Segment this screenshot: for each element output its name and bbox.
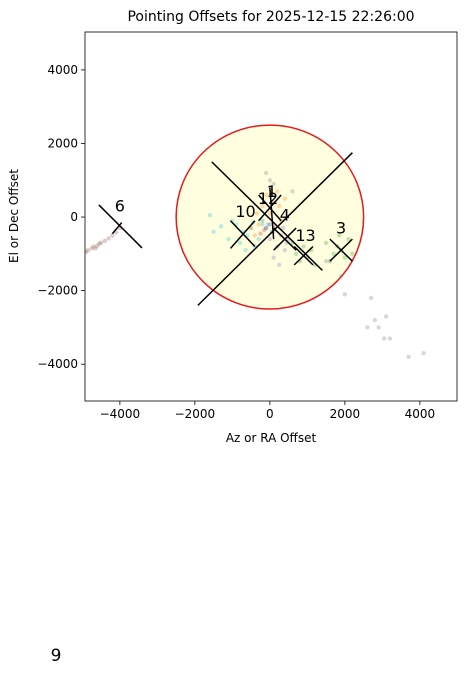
cluster-label: 3 bbox=[336, 219, 346, 238]
scatter-point bbox=[376, 325, 381, 330]
scatter-point bbox=[110, 233, 115, 238]
scatter-point bbox=[97, 241, 102, 246]
scatter-point bbox=[277, 203, 282, 209]
scatter-point bbox=[382, 336, 387, 341]
scatter-point bbox=[323, 258, 329, 264]
scatter-point bbox=[323, 240, 329, 246]
scatter-point bbox=[265, 222, 271, 227]
cluster-label: 1 bbox=[267, 182, 277, 201]
scatter-point bbox=[260, 222, 265, 227]
scatter-point bbox=[342, 255, 348, 260]
scatter-point bbox=[365, 325, 370, 330]
scatter-point bbox=[337, 233, 342, 238]
scatter-point bbox=[106, 236, 111, 241]
cross-line bbox=[273, 227, 297, 251]
scatter-point bbox=[95, 243, 100, 248]
cluster-label: 6 bbox=[115, 197, 125, 216]
scatter-point bbox=[338, 273, 344, 279]
cross-line bbox=[229, 220, 256, 247]
scatter-point bbox=[93, 246, 98, 251]
scatter-point bbox=[207, 213, 213, 218]
scatter-point bbox=[260, 218, 265, 223]
scatter-point bbox=[211, 229, 216, 234]
scatter-point bbox=[342, 292, 348, 297]
axes-frame bbox=[84, 31, 458, 402]
scatter-point bbox=[91, 244, 96, 249]
x-axis-label: Az or RA Offset bbox=[226, 431, 317, 445]
scatter-point bbox=[263, 170, 269, 176]
scatter-point bbox=[290, 189, 295, 194]
scatter-point bbox=[331, 251, 336, 257]
scatter-point bbox=[102, 238, 108, 244]
y-tick-label: 0 bbox=[70, 210, 78, 224]
y-tick-label: 4000 bbox=[47, 63, 78, 77]
scatter-point bbox=[275, 189, 280, 194]
scatter-point bbox=[89, 246, 94, 251]
cluster-label: 10 bbox=[235, 202, 255, 221]
footer-text: 9 bbox=[51, 646, 62, 666]
x-tick-label: −4000 bbox=[100, 407, 141, 421]
cluster-label: 13 bbox=[295, 226, 315, 245]
scatter-point bbox=[254, 211, 259, 216]
scatter-point bbox=[267, 236, 273, 242]
scatter-point bbox=[372, 317, 378, 323]
scatter-point bbox=[85, 247, 91, 253]
scatter-point bbox=[237, 240, 243, 246]
cross-line bbox=[293, 245, 314, 266]
x-tick-label: 2000 bbox=[330, 407, 361, 421]
scatter-point bbox=[263, 192, 269, 198]
scatter-point bbox=[293, 251, 299, 257]
scatter-point bbox=[383, 314, 389, 319]
chart-title: Pointing Offsets for 2025-12-15 22:26:00 bbox=[127, 9, 414, 25]
cross-line bbox=[329, 238, 353, 262]
scatter-point bbox=[271, 255, 276, 260]
y-tick-label: −2000 bbox=[37, 284, 78, 298]
scatter-point bbox=[406, 354, 411, 360]
cluster-label: 4 bbox=[280, 206, 290, 225]
scatter-point bbox=[301, 244, 306, 249]
scatter-point bbox=[350, 251, 355, 257]
scatter-point bbox=[267, 178, 273, 183]
cross-line bbox=[211, 161, 323, 271]
scatter-point bbox=[368, 295, 374, 301]
y-tick-label: −4000 bbox=[37, 357, 78, 371]
scatter-point bbox=[260, 203, 265, 209]
scatter-point bbox=[282, 196, 288, 201]
scatter-point bbox=[98, 240, 104, 246]
cross-line bbox=[98, 204, 143, 249]
scatter-point bbox=[271, 181, 276, 187]
scatter-point bbox=[421, 350, 426, 356]
cross-line bbox=[269, 187, 275, 240]
cross-line bbox=[111, 222, 123, 235]
scatter-point bbox=[263, 225, 269, 231]
y-axis-label: El or Dec Offset bbox=[7, 169, 21, 263]
scatter-point bbox=[387, 336, 393, 341]
scatter-point bbox=[243, 247, 248, 253]
cross-line bbox=[258, 194, 282, 222]
cluster-label: 12 bbox=[258, 189, 278, 208]
scatter-point bbox=[282, 247, 288, 253]
x-tick-label: −2000 bbox=[175, 407, 216, 421]
scatter-point bbox=[226, 236, 231, 242]
scatter-point bbox=[218, 224, 224, 229]
scatter-point bbox=[280, 225, 286, 231]
scatter-point bbox=[85, 249, 89, 255]
scatter-point bbox=[262, 227, 267, 233]
scatter-point bbox=[252, 233, 258, 238]
x-tick-label: 4000 bbox=[405, 407, 436, 421]
tolerance-circle bbox=[175, 124, 365, 310]
scatter-point bbox=[258, 231, 263, 236]
scatter-point bbox=[267, 222, 273, 227]
scatter-point bbox=[277, 262, 282, 268]
scatter-point bbox=[263, 225, 269, 231]
x-tick-label: 0 bbox=[266, 407, 274, 421]
y-tick-label: 2000 bbox=[47, 136, 78, 150]
scatter-point bbox=[346, 236, 351, 242]
scatter-point bbox=[256, 236, 261, 242]
scatter-point bbox=[256, 222, 261, 227]
